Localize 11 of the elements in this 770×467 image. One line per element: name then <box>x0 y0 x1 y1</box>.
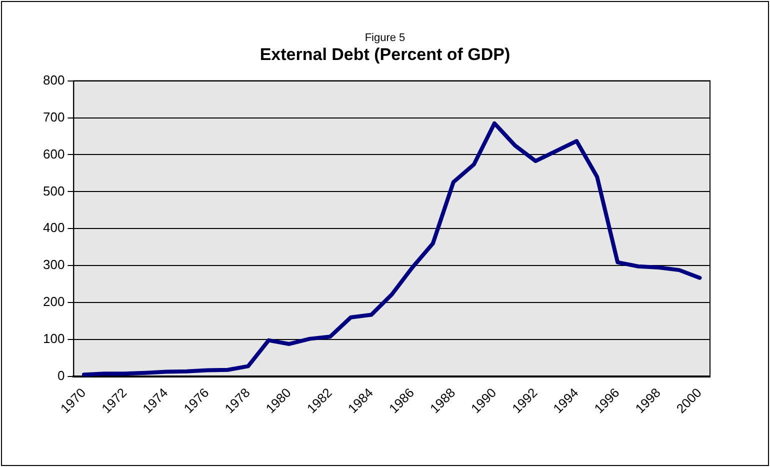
y-tick-label: 0 <box>57 368 65 384</box>
chart-title: External Debt (Percent of GDP) <box>258 45 512 65</box>
y-tick-label: 400 <box>42 220 65 236</box>
chart-subtitle: Figure 5 <box>364 32 406 44</box>
y-tick-label: 200 <box>42 294 65 310</box>
y-tick-label: 300 <box>42 257 65 272</box>
y-tick-label: 800 <box>42 72 65 88</box>
y-tick-label: 700 <box>42 109 65 124</box>
y-tick-label: 600 <box>42 146 65 162</box>
y-tick-label: 100 <box>42 331 65 346</box>
y-tick-label: 500 <box>42 183 65 198</box>
